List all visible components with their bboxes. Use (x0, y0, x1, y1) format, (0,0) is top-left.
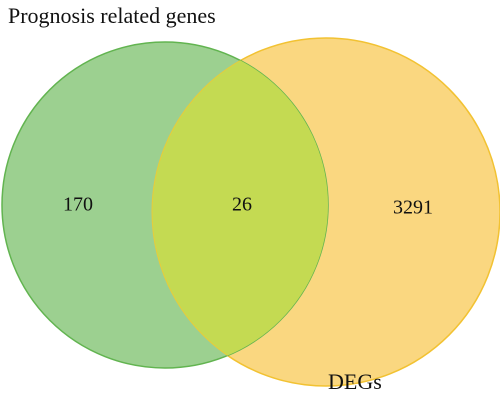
overlap-edge (151, 42, 328, 368)
set-label: DEGs (328, 369, 382, 394)
region-count: 170 (63, 194, 93, 216)
set-label: Prognosis related genes (8, 3, 216, 28)
overlap-region (152, 42, 328, 368)
region-count: 3291 (393, 197, 433, 219)
region-count: 26 (232, 194, 252, 216)
